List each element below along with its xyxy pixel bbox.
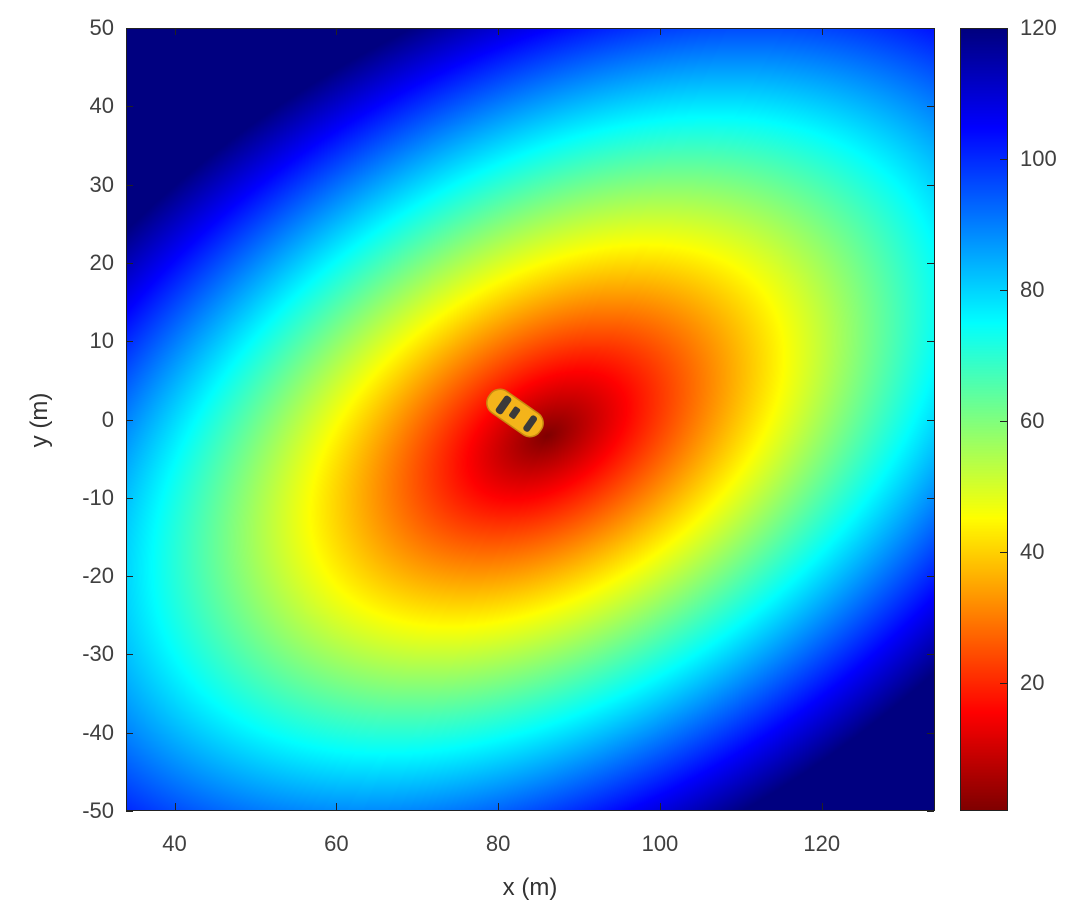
y-tick-mark bbox=[126, 106, 133, 108]
x-tick-mark bbox=[498, 803, 500, 810]
y-tick-mark bbox=[126, 262, 133, 264]
colorbar-tick-mark bbox=[1000, 552, 1007, 554]
x-tick-mark-top bbox=[659, 28, 661, 35]
colorbar-tick-mark bbox=[1000, 290, 1007, 292]
y-tick-mark bbox=[126, 811, 133, 812]
y-tick-mark-right bbox=[927, 497, 934, 499]
x-tick-mark bbox=[174, 803, 176, 810]
heatmap-plot-area bbox=[126, 28, 935, 811]
y-tick-mark bbox=[126, 576, 133, 578]
x-tick-mark-top bbox=[174, 28, 176, 35]
y-tick-label: -20 bbox=[82, 563, 114, 589]
x-tick-label: 80 bbox=[485, 831, 511, 856]
colorbar-tick-label: 20 bbox=[1020, 670, 1045, 696]
colorbar-tick-label: 100 bbox=[1020, 146, 1057, 172]
y-tick-label: 40 bbox=[89, 93, 114, 119]
colorbar-tick-mark bbox=[1000, 421, 1007, 423]
colorbar-tick-mark bbox=[1000, 683, 1007, 685]
y-tick-mark-right bbox=[927, 184, 934, 186]
y-tick-label: 0 bbox=[101, 406, 114, 432]
y-tick-mark-right bbox=[927, 28, 934, 29]
x-tick-mark-top bbox=[498, 28, 500, 35]
y-tick-mark-right bbox=[927, 262, 934, 264]
colorbar-tick-label: 40 bbox=[1020, 539, 1045, 565]
y-tick-label: 10 bbox=[89, 328, 114, 354]
x-tick-mark-top bbox=[821, 28, 823, 35]
y-tick-label: 30 bbox=[89, 171, 114, 197]
y-tick-mark bbox=[126, 732, 133, 734]
y-tick-mark-right bbox=[927, 576, 934, 578]
y-tick-mark-right bbox=[927, 811, 934, 812]
colorbar-tick-label: 60 bbox=[1020, 408, 1045, 434]
y-tick-mark bbox=[126, 497, 133, 499]
y-tick-mark-right bbox=[927, 341, 934, 343]
x-tick-label: 120 bbox=[803, 831, 841, 856]
colorbar-tick-mark bbox=[1000, 28, 1007, 29]
x-tick-label: 60 bbox=[324, 831, 349, 856]
y-tick-mark-right bbox=[927, 732, 934, 734]
colorbar-tick-mark bbox=[1000, 159, 1007, 161]
x-axis-label: x (m) bbox=[502, 874, 558, 901]
y-tick-label: -50 bbox=[82, 798, 114, 823]
y-tick-mark bbox=[126, 341, 133, 343]
y-tick-mark bbox=[126, 184, 133, 186]
colorbar-tick-label: 80 bbox=[1020, 277, 1045, 303]
y-tick-label: -30 bbox=[82, 641, 114, 667]
x-tick-mark bbox=[659, 803, 661, 810]
y-tick-label: -40 bbox=[82, 719, 114, 745]
y-tick-mark bbox=[126, 419, 133, 421]
colorbar-gradient bbox=[961, 29, 1007, 810]
y-tick-mark bbox=[126, 28, 133, 29]
x-tick-mark-top bbox=[336, 28, 338, 35]
x-tick-mark bbox=[821, 803, 823, 810]
y-axis-label: y (m) bbox=[26, 392, 53, 448]
x-tick-mark bbox=[336, 803, 338, 810]
x-tick-label: 100 bbox=[641, 831, 679, 856]
y-tick-mark bbox=[126, 654, 133, 656]
colorbar bbox=[960, 28, 1008, 811]
y-tick-mark-right bbox=[927, 654, 934, 656]
y-tick-mark-right bbox=[927, 419, 934, 421]
y-tick-label: 50 bbox=[89, 15, 114, 40]
colorbar-tick-label: 120 bbox=[1020, 15, 1057, 40]
car-icon bbox=[486, 388, 545, 438]
y-tick-label: -10 bbox=[82, 484, 114, 510]
y-tick-mark-right bbox=[927, 106, 934, 108]
y-tick-label: 20 bbox=[89, 249, 114, 275]
x-tick-label: 40 bbox=[162, 831, 187, 856]
